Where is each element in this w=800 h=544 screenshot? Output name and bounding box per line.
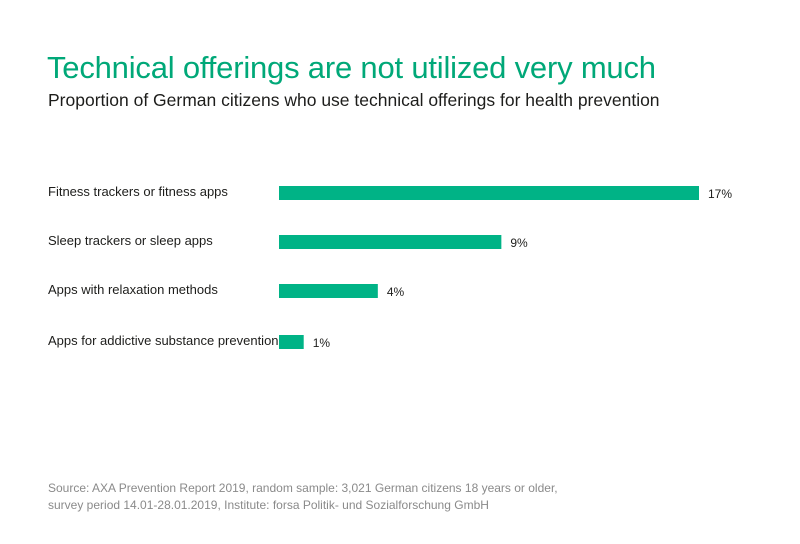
bar [279,186,699,200]
category-label: Sleep trackers or sleep apps [48,233,213,248]
category-label: Fitness trackers or fitness apps [48,184,228,199]
bar [279,235,502,249]
source-line-1: Source: AXA Prevention Report 2019, rand… [48,481,558,495]
category-label: Apps for addictive substance prevention [48,333,279,348]
value-label: 1% [313,336,331,350]
source-note: Source: AXA Prevention Report 2019, rand… [48,480,558,514]
category-label: Apps with relaxation methods [48,282,218,297]
bar [279,284,378,298]
value-label: 9% [510,236,528,250]
value-label: 17% [708,187,732,201]
chart-title: Technical offerings are not utilized ver… [47,50,656,85]
value-label: 4% [387,285,405,299]
chart-subtitle: Proportion of German citizens who use te… [48,90,660,110]
bar [279,335,304,349]
source-line-2: survey period 14.01-28.01.2019, Institut… [48,498,489,512]
